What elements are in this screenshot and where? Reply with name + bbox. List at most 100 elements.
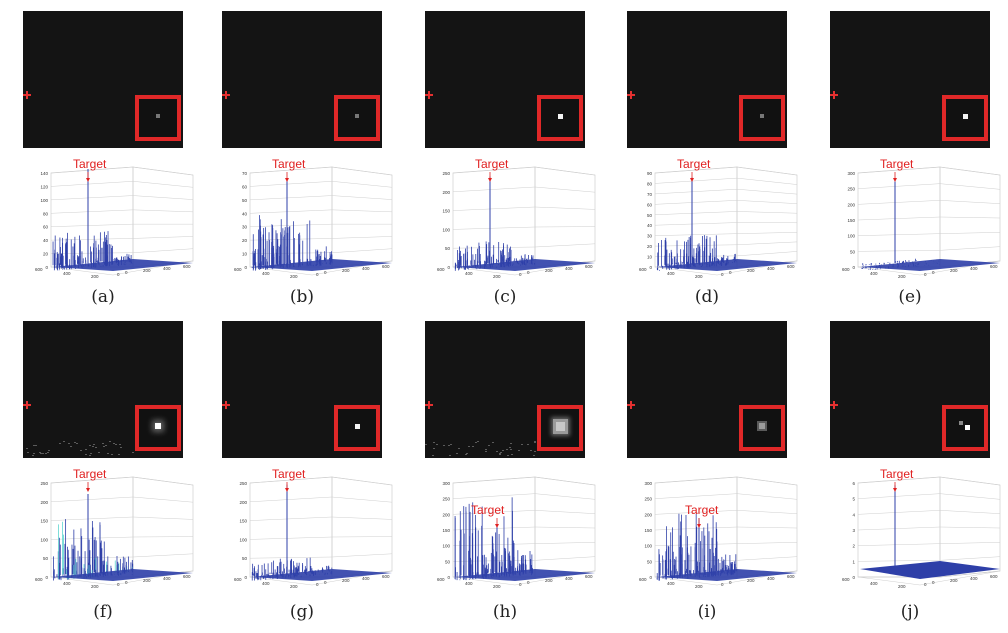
ground-clutter-dot — [443, 445, 445, 446]
ground-clutter-dot — [89, 455, 91, 456]
grid-line — [939, 493, 1001, 500]
ground-clutter-dot — [39, 452, 41, 453]
grid-line — [939, 510, 1001, 514]
grid-line — [534, 556, 596, 561]
grid-line — [534, 243, 596, 248]
red-cross-marker — [627, 401, 635, 409]
ground-clutter-dot — [45, 453, 47, 454]
target-arrow-head — [285, 178, 289, 182]
ground-clutter-dot — [509, 447, 511, 448]
grid-line — [736, 556, 798, 561]
grid-line — [331, 166, 393, 176]
grid-line — [50, 516, 134, 521]
grid-line — [857, 200, 941, 205]
z-tick-label: 1 — [852, 559, 855, 564]
y-tick-label: 200 — [143, 268, 151, 273]
grid-line — [736, 493, 798, 500]
ground-clutter-dot — [107, 453, 109, 454]
ground-clutter-dot — [120, 447, 122, 448]
y-tick-label: 0 — [924, 272, 927, 277]
grid-line — [939, 526, 1001, 529]
grid-line — [331, 209, 393, 213]
ground-clutter-dot — [59, 443, 61, 444]
grid-line — [50, 195, 134, 201]
z-tick-label: 70 — [647, 192, 653, 197]
z-tick-label: 0 — [649, 575, 652, 580]
subfigure-caption: (a) — [91, 287, 115, 307]
target-roi-box — [537, 405, 583, 451]
y-tick-label: 400 — [163, 576, 171, 581]
ground-clutter-dot — [472, 446, 474, 447]
red-cross-marker — [425, 91, 433, 99]
z-tick-label: 50 — [445, 559, 451, 564]
intensity-surface-plot-i: 0 50 100 150 200 250 300 400 200 600 0 0 200 400 600 Ta… — [637, 465, 802, 590]
z-tick-label: 100 — [644, 544, 652, 549]
target-roi-box — [334, 95, 380, 141]
z-tick-label: 20 — [647, 244, 653, 249]
grid-line — [857, 526, 941, 531]
ground-clutter-dot — [506, 449, 508, 450]
ground-clutter-dot — [448, 445, 450, 446]
ground-clutter-dot — [119, 444, 121, 445]
red-cross-marker — [23, 91, 31, 99]
grid-line — [50, 209, 134, 214]
grid-line — [452, 493, 536, 499]
ground-clutter-dot — [118, 454, 120, 455]
z-tick-label: 50 — [647, 559, 653, 564]
ground-clutter-dot — [105, 445, 107, 446]
grid-line — [132, 496, 194, 503]
grid-line — [452, 226, 536, 230]
intensity-surface-plot-a: 0 20 40 60 80 100 120 140 400 200 600 0 0 200 400 600 Ta… — [33, 155, 198, 280]
target-spot — [558, 114, 563, 119]
z-tick-label: 40 — [242, 211, 248, 216]
y-tick-label: 0 — [316, 272, 319, 277]
grid-line — [939, 556, 1001, 561]
grid-line — [857, 250, 941, 252]
back-wall-left — [857, 476, 941, 578]
grid-line — [534, 526, 596, 529]
grid-line — [534, 166, 596, 176]
grid-line — [452, 543, 536, 546]
ground-clutter-dot — [98, 452, 100, 453]
grid-line — [736, 510, 798, 514]
grid-line — [939, 183, 1001, 190]
z-tick-label: 20 — [242, 238, 248, 243]
y-tick-label: 200 — [950, 578, 958, 583]
base-surface — [657, 569, 797, 581]
y-tick-label: 0 — [729, 270, 732, 275]
target-roi-box — [135, 405, 181, 451]
base-surface — [860, 259, 1000, 271]
ground-clutter-dot — [475, 442, 477, 443]
z-tick-label: 250 — [847, 187, 855, 192]
grid-line — [736, 542, 798, 544]
z-tick-label: 4 — [852, 512, 855, 517]
grid-line — [654, 233, 738, 236]
base-surface — [657, 259, 797, 271]
target-annotation: Target — [272, 157, 306, 171]
intensity-surface-plot-e: 0 50 100 150 200 250 300 400 200 600 0 0 200 400 600 Ta… — [840, 155, 1005, 280]
corner-tick-label: 600 — [437, 267, 445, 272]
z-tick-label: 3 — [852, 528, 855, 533]
ground-clutter-dot — [534, 441, 536, 442]
y-tick-label: 200 — [143, 578, 151, 583]
target-spot — [155, 423, 161, 429]
ground-clutter-dot — [433, 448, 435, 449]
ground-clutter-dot — [103, 446, 105, 447]
grid-line — [939, 542, 1001, 544]
grid-line — [939, 476, 1001, 486]
infrared-image-d — [627, 11, 787, 148]
grid-line — [249, 496, 333, 503]
z-tick-label: 100 — [239, 537, 247, 542]
target-annotation: Target — [685, 503, 719, 517]
x-tick-label: 400 — [870, 581, 878, 586]
ground-clutter-dot — [35, 445, 37, 446]
grid-line — [654, 476, 738, 484]
grid-line — [857, 183, 941, 189]
z-tick-label: 40 — [43, 238, 49, 243]
y-tick-label: 200 — [950, 268, 958, 273]
z-tick-label: 200 — [442, 190, 450, 195]
y-tick-label: 0 — [519, 582, 522, 587]
ground-clutter-dot — [115, 444, 117, 445]
grid-line — [452, 166, 536, 174]
y-tick-label: 600 — [382, 264, 390, 269]
